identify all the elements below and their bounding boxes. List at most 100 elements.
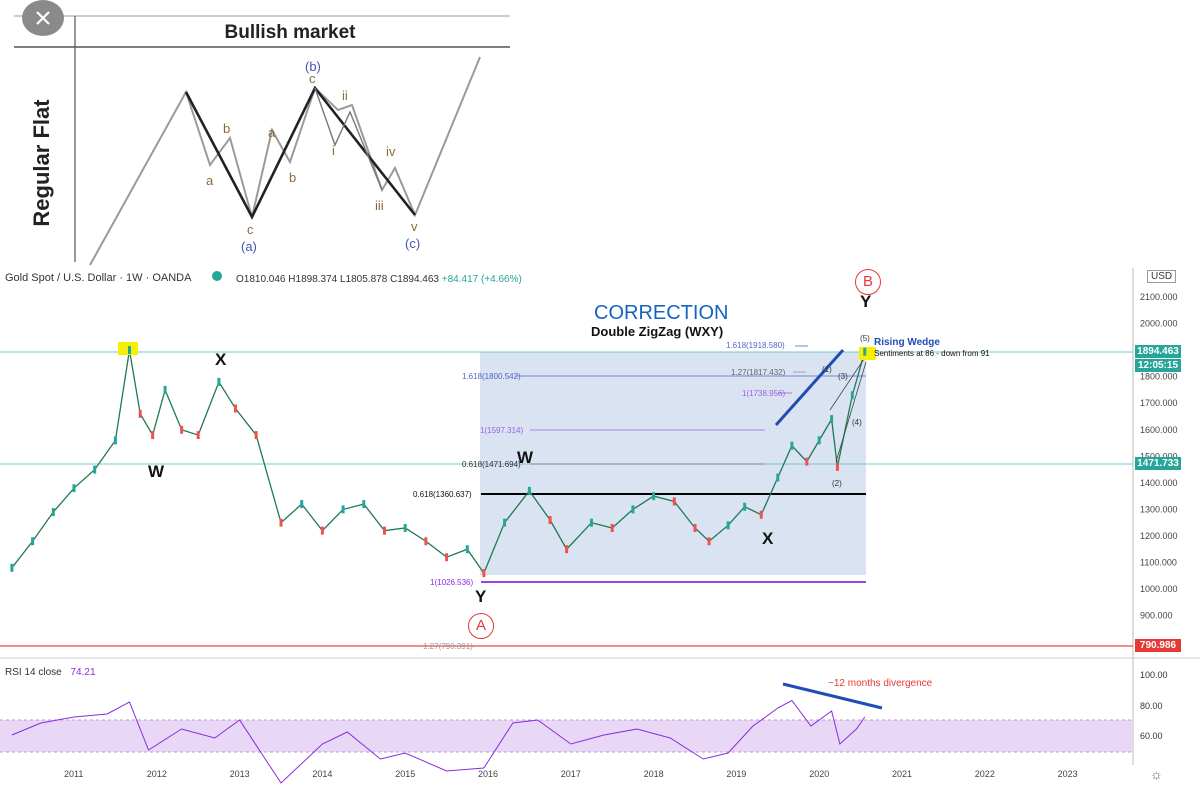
price-tick-label: 1300.000	[1140, 504, 1178, 514]
time-tick-label: 2023	[1058, 769, 1078, 779]
price-point	[863, 347, 867, 356]
price-point	[835, 462, 839, 471]
correction-title: CORRECTION	[594, 302, 729, 324]
inset-label-v: v	[411, 219, 418, 234]
low-value: L1805.878	[340, 274, 388, 285]
price-point	[279, 518, 283, 527]
price-point	[527, 486, 531, 495]
currency-selector[interactable]: USD	[1147, 270, 1177, 283]
price-point	[610, 523, 614, 532]
fib-label-1026: 1(1026.536)	[430, 578, 474, 587]
price-point	[759, 510, 763, 519]
wave-circle-a-major: A	[468, 613, 494, 639]
price-point	[72, 484, 76, 493]
wave-label-x-2012: X	[215, 350, 227, 369]
price-axis: 2100.0002000.0001900.0001800.0001700.000…	[1140, 292, 1178, 621]
price-point	[163, 385, 167, 394]
wave-label-w-2012: W	[148, 462, 165, 481]
settings-gear-icon: ☼	[1150, 766, 1163, 782]
ohlc-readout: O1810.046 H1898.374 L1805.878 C1894.463 …	[236, 274, 522, 285]
price-point	[403, 523, 407, 532]
subwave-1: (1)	[822, 365, 832, 374]
open-value: O1810.046	[236, 274, 286, 285]
price-point	[850, 391, 854, 400]
price-series-line	[11, 349, 866, 575]
price-point	[631, 505, 635, 514]
fib-label-1597: 1(1597.314)	[480, 426, 524, 435]
inset-label-b: b	[223, 121, 230, 136]
level-1471-tag: 1471.733	[1135, 457, 1181, 470]
price-point	[217, 377, 221, 386]
price-point	[180, 425, 184, 434]
inset-label-c: c	[247, 222, 254, 237]
market-status-icon	[212, 271, 222, 281]
level-790-tag: 790.986	[1135, 639, 1181, 652]
divergence-line	[782, 682, 883, 710]
change-value: +84.417 (+4.66%)	[441, 274, 522, 285]
price-tick-label: 1400.000	[1140, 478, 1178, 488]
time-tick-label: 2018	[644, 769, 664, 779]
price-point	[424, 537, 428, 546]
price-point	[776, 473, 780, 482]
price-point	[196, 431, 200, 440]
fib-label-1471: 0.618(1471.694)	[462, 460, 521, 469]
price-point	[93, 465, 97, 474]
inset-label-iv: iv	[386, 144, 396, 159]
wave-label-y-2020: Y	[860, 292, 872, 311]
inset-label-b-paren: (b)	[305, 59, 321, 74]
price-point	[31, 537, 35, 546]
fib-label-790: 1.27(790.391)	[423, 642, 473, 651]
wave-circle-b-major: B	[855, 269, 881, 295]
price-tick-label: 1600.000	[1140, 425, 1178, 435]
price-point	[830, 415, 834, 424]
price-tick-label: 900.000	[1140, 611, 1173, 621]
time-tick-label: 2020	[809, 769, 829, 779]
close-icon[interactable]	[22, 0, 64, 36]
price-tick-label: 1500.000	[1140, 451, 1178, 461]
inset-title: Bullish market	[224, 22, 356, 43]
time-tick-label: 2016	[478, 769, 498, 779]
price-tick-label: 1700.000	[1140, 398, 1178, 408]
rsi-tick-80: 80.00	[1140, 701, 1163, 711]
fib-label-1817: 1.27(1817.432)	[731, 368, 786, 377]
wave-label-x-2019: X	[762, 529, 774, 548]
wave-label-y-2016: Y	[475, 587, 487, 606]
inset-label-c2: c	[309, 71, 316, 86]
current-price-tag: 1894.463	[1135, 345, 1181, 358]
price-point	[817, 436, 821, 445]
time-tick-label: 2019	[726, 769, 746, 779]
price-point	[743, 502, 747, 511]
price-point	[503, 518, 507, 527]
inset-label-a: a	[206, 173, 214, 188]
price-point	[565, 545, 569, 554]
price-point	[726, 521, 730, 530]
price-point	[138, 409, 142, 418]
price-point	[548, 516, 552, 525]
close-value: C1894.463	[390, 274, 439, 285]
price-chart-area[interactable]: 2100.0002000.0001900.0001800.0001700.000…	[0, 268, 1200, 779]
price-tick-label: 1800.000	[1140, 372, 1178, 382]
price-point	[652, 492, 656, 501]
rsi-tick-100: 100.00	[1140, 670, 1168, 680]
time-axis: 2011 2012 2013 2014 2015 2016 2017 2018 2019 2020…	[64, 769, 1078, 779]
rsi-value: 74.21	[70, 667, 96, 678]
rising-wedge-upper	[774, 349, 845, 426]
time-tick-label: 2014	[312, 769, 332, 779]
price-point	[320, 526, 324, 535]
subwave-5: (5)	[860, 334, 870, 343]
price-point	[383, 526, 386, 535]
subwave-2: (2)	[832, 479, 842, 488]
price-point	[300, 500, 304, 509]
time-tick-label: 2022	[975, 769, 995, 779]
wedge-line-1	[829, 355, 867, 411]
symbol-title[interactable]: Gold Spot / U.S. Dollar · 1W · OANDA	[5, 272, 192, 284]
price-tick-label: 1100.000	[1140, 558, 1177, 568]
inset-side-label: Regular Flat	[29, 99, 54, 227]
inset-diagram: a b c (a) a b c (b) i ii iii iv v (c)	[14, 15, 510, 266]
price-point	[707, 537, 711, 546]
price-point	[790, 441, 794, 450]
price-point	[465, 545, 469, 554]
rsi-pane[interactable]	[0, 699, 1133, 784]
fib-label-1800: 1.618(1800.542)	[462, 372, 521, 381]
